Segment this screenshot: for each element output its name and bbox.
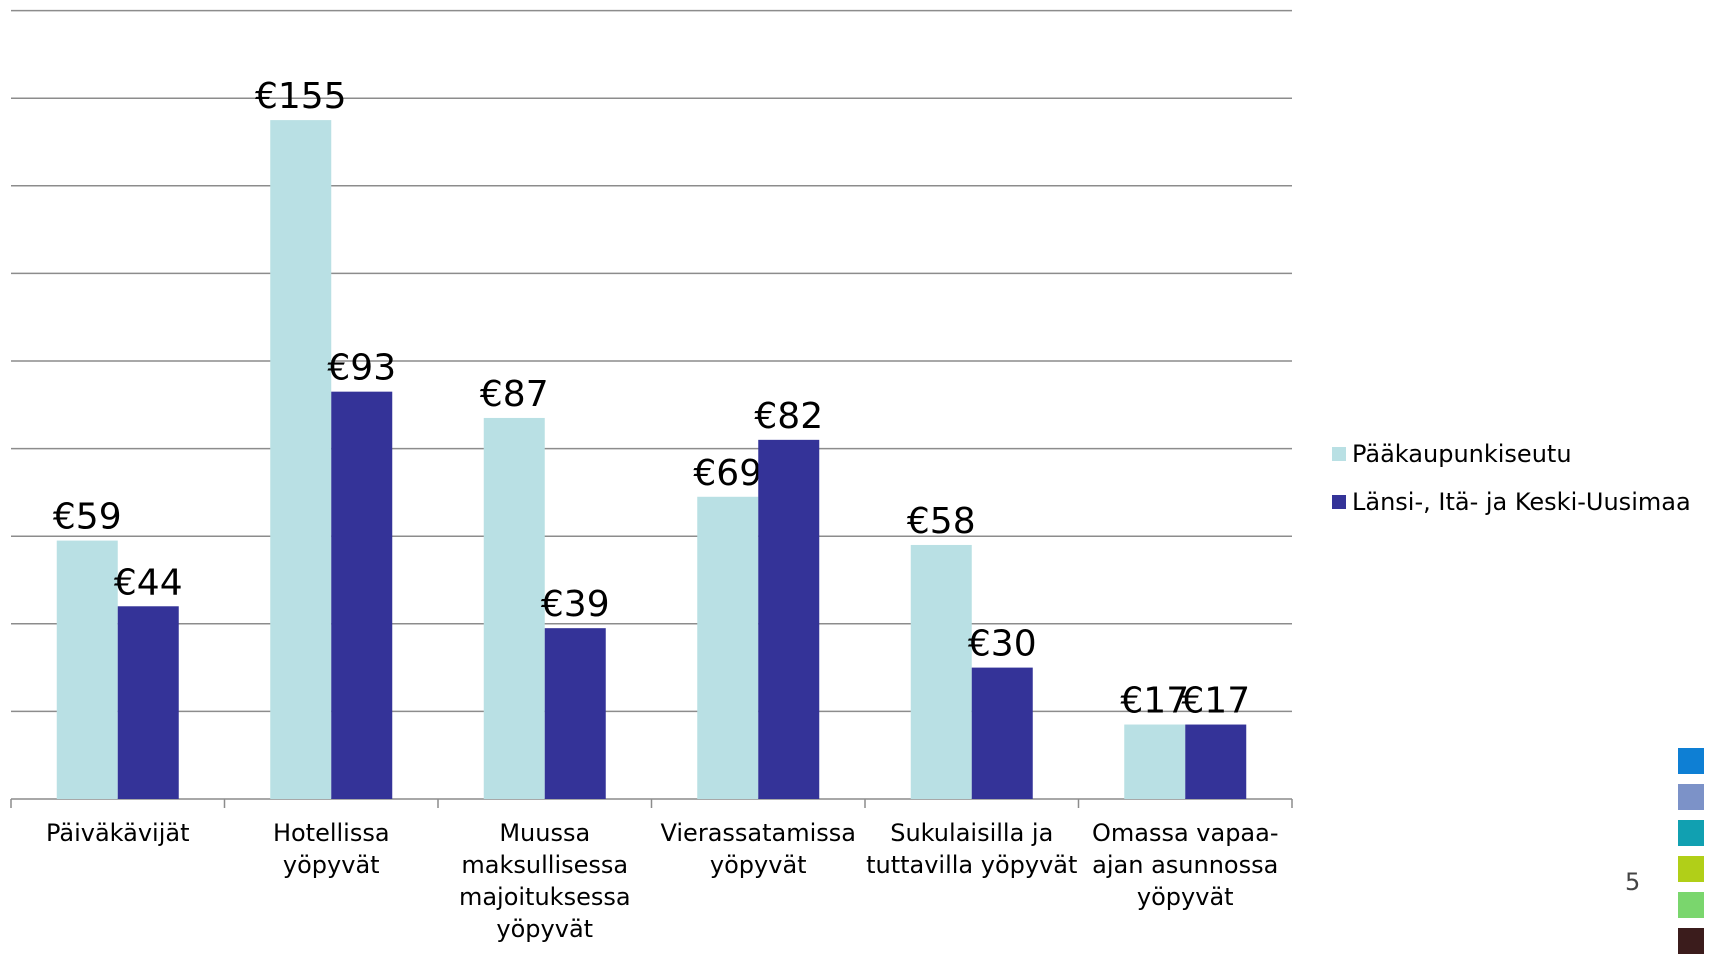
- legend-label-lik: Länsi-, Itä- ja Keski-Uusimaa: [1352, 488, 1691, 516]
- category-label-line: Hotellissa yöpyvät: [272, 819, 390, 879]
- category-label: Vierassatamissa yöpyvät: [652, 817, 866, 881]
- data-label: €93: [327, 348, 396, 389]
- category-label-line: Sukulaisilla ja: [890, 819, 1054, 847]
- bar-series-1: [483, 417, 545, 799]
- legend-swatch-pk: [1332, 447, 1346, 461]
- bar-series-2: [1185, 724, 1247, 799]
- data-label: €17: [1120, 681, 1189, 722]
- bar-series-1: [1124, 724, 1186, 799]
- decor-square-teal: [1678, 820, 1704, 846]
- category-label-line: ajan asunnossa: [1092, 851, 1279, 879]
- category-label: Hotellissa yöpyvät: [225, 817, 439, 881]
- legend-label-pk: Pääkaupunkiseutu: [1352, 440, 1572, 468]
- data-label: €59: [53, 497, 122, 538]
- decor-square-dark: [1678, 928, 1704, 954]
- category-label-line: maksullisessa: [461, 851, 629, 879]
- bar-series-2: [971, 667, 1033, 799]
- category-label: Sukulaisilla ja tuttavilla yöpyvät: [865, 817, 1079, 881]
- category-label-line: tuttavilla yöpyvät: [866, 851, 1078, 879]
- data-label: €155: [255, 76, 347, 117]
- decor-square-lavender: [1678, 784, 1704, 810]
- data-label: €44: [114, 562, 183, 603]
- data-label: €69: [693, 453, 762, 494]
- bar-series-2: [331, 391, 393, 799]
- bar-series-1: [697, 496, 759, 799]
- data-label: €39: [541, 584, 610, 625]
- decor-square-lime: [1678, 856, 1704, 882]
- decor-squares: [1678, 748, 1704, 964]
- data-label: €58: [907, 501, 976, 542]
- bar-series-1: [270, 120, 332, 800]
- legend-item-lik: Länsi-, Itä- ja Keski-Uusimaa: [1332, 478, 1691, 526]
- legend-swatch-lik: [1332, 495, 1346, 509]
- category-label-line: Päiväkävijät: [45, 819, 190, 847]
- bar-series-2: [758, 439, 820, 799]
- category-label: Päiväkävijät: [11, 817, 225, 849]
- category-label-line: yöpyvät: [1136, 883, 1234, 911]
- bar-series-2: [544, 628, 606, 799]
- data-label: €82: [754, 396, 823, 437]
- category-label-line: Vierassatamissa: [660, 819, 857, 847]
- category-label: Muussa maksullisessa majoituksessa yöpyvät: [438, 817, 652, 945]
- page-number: 5: [1625, 868, 1641, 896]
- chart-legend: Pääkaupunkiseutu Länsi-, Itä- ja Keski-U…: [1332, 430, 1691, 526]
- bar-series-1: [910, 544, 972, 799]
- decor-square-blue: [1678, 748, 1704, 774]
- legend-item-pk: Pääkaupunkiseutu: [1332, 430, 1691, 478]
- data-label: €87: [480, 374, 549, 415]
- category-label-line: Omassa vapaa-: [1091, 819, 1279, 847]
- category-label-line: Muussa: [499, 819, 591, 847]
- bar-series-2: [117, 606, 179, 799]
- category-label: Omassa vapaa-ajan asunnossa yöpyvät: [1079, 817, 1293, 913]
- category-label-line: yöpyvät: [496, 915, 594, 943]
- data-label: €30: [968, 624, 1037, 665]
- category-label-line: majoituksessa: [458, 883, 631, 911]
- data-label: €17: [1181, 681, 1250, 722]
- bar-series-1: [56, 540, 118, 799]
- category-label-line: yöpyvät: [709, 851, 807, 879]
- decor-square-green: [1678, 892, 1704, 918]
